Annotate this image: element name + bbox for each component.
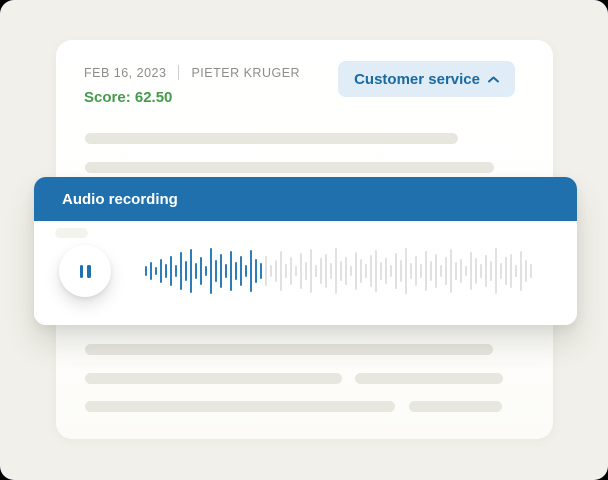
- category-label: Customer service: [354, 70, 480, 88]
- audio-recording-panel: Audio recording: [34, 177, 577, 325]
- decorative-stub: [55, 228, 88, 238]
- audio-panel-title: Audio recording: [62, 190, 178, 208]
- score-text: Score: 62.50: [84, 89, 173, 106]
- meta-divider: [178, 65, 180, 80]
- placeholder-line: [85, 133, 458, 144]
- pause-icon: [79, 264, 91, 278]
- placeholder-line: [85, 344, 493, 355]
- audio-panel-header: Audio recording: [34, 177, 577, 221]
- placeholder-line: [355, 373, 503, 384]
- placeholder-line: [85, 401, 395, 412]
- record-meta: FEB 16, 2023 PIETER KRUGER: [84, 65, 300, 80]
- category-dropdown-button[interactable]: Customer service: [338, 61, 515, 97]
- pause-button[interactable]: [59, 245, 111, 297]
- audio-panel-body: [34, 221, 577, 325]
- placeholder-line: [85, 162, 494, 173]
- record-date: FEB 16, 2023: [84, 65, 167, 80]
- agent-name: PIETER KRUGER: [191, 65, 301, 80]
- placeholder-line: [85, 373, 342, 384]
- waveform[interactable]: [145, 246, 537, 296]
- chevron-up-icon: [488, 76, 499, 82]
- placeholder-line: [409, 401, 502, 412]
